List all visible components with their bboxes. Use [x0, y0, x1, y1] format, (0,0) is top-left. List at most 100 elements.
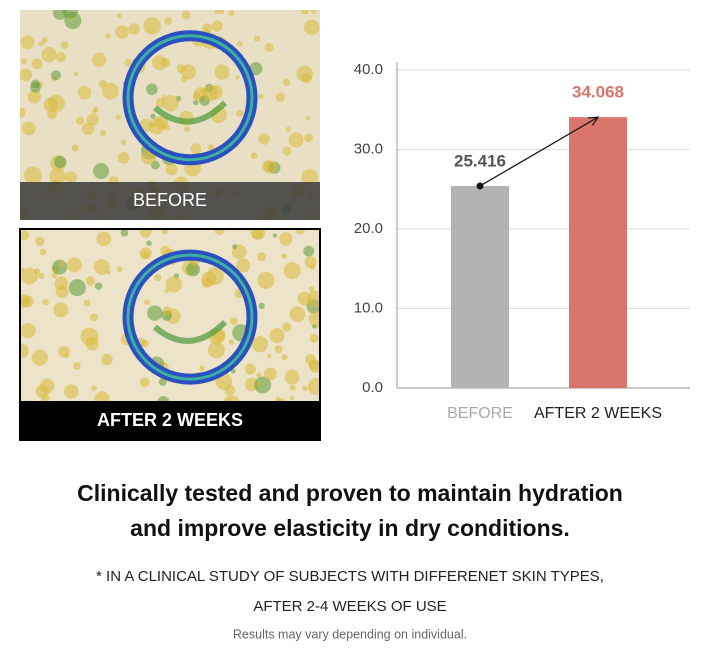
skin-spot: [244, 363, 256, 375]
skin-spot: [150, 113, 156, 119]
skin-spot: [65, 171, 78, 184]
bar: [569, 117, 627, 389]
skin-spot: [93, 259, 110, 275]
skin-spot: [52, 10, 68, 20]
caption-bar: [20, 182, 320, 220]
skin-spot: [38, 41, 44, 47]
skin-spot: [73, 362, 81, 370]
skin-spot: [305, 115, 311, 121]
skin-spot: [116, 266, 123, 273]
skin-spot: [228, 10, 235, 16]
skin-spot: [39, 248, 47, 256]
skin-spot: [230, 317, 238, 325]
skin-spot: [236, 40, 243, 47]
skin-spot: [165, 276, 182, 293]
skin-spot: [249, 61, 263, 76]
arrow: [479, 116, 599, 187]
skin-spot: [257, 252, 267, 262]
skin-spot: [230, 368, 236, 374]
skin-spot: [101, 353, 113, 366]
skin-spot: [27, 89, 42, 104]
ring: [126, 253, 254, 381]
after-caption: AFTER 2 WEEKS: [97, 410, 243, 430]
skin-spot: [20, 35, 35, 50]
skin-spot: [152, 55, 167, 71]
skin-spot: [51, 272, 58, 279]
skin-spot: [85, 276, 95, 286]
skin-spot: [41, 46, 57, 63]
skin-spot: [60, 41, 69, 50]
skin-spot: [151, 160, 160, 170]
headline: and improve elasticity in dry conditions…: [130, 515, 570, 541]
skin-spot: [164, 16, 173, 25]
skin-spot: [20, 343, 29, 359]
skin-spot: [207, 144, 215, 151]
skin-spot: [232, 244, 238, 249]
x-tick-label: AFTER 2 WEEKS: [534, 405, 662, 422]
skin-spot: [115, 25, 129, 39]
x-tick-label: BEFORE: [447, 405, 513, 422]
skin-spot: [143, 17, 161, 35]
skin-spot: [21, 267, 38, 285]
skin-spot: [250, 152, 258, 159]
skin-spot: [77, 85, 92, 100]
skin-spot: [147, 305, 163, 321]
skin-spot: [289, 395, 295, 401]
skin-spot: [256, 381, 262, 387]
skin-spot: [304, 133, 313, 143]
skin-spot: [80, 327, 99, 346]
skin-spot: [211, 20, 223, 32]
skin-spot: [115, 114, 121, 120]
disclaimer: Results may vary depending on individual…: [233, 627, 467, 641]
skin-spot: [301, 169, 319, 187]
skin-spot: [21, 121, 36, 136]
skin-spot: [207, 341, 225, 359]
skin-spot: [66, 257, 82, 273]
skin-spot: [264, 43, 274, 52]
skin-spot: [300, 10, 310, 15]
skin-spot: [162, 306, 172, 316]
skin-spot: [91, 108, 97, 114]
skin-spot: [279, 232, 293, 246]
skin-spot: [117, 151, 130, 164]
skin-spot: [304, 256, 317, 268]
skin-spot: [269, 327, 285, 344]
skin-spot: [42, 298, 49, 306]
skin-spot: [254, 35, 261, 42]
skin-spot: [307, 290, 320, 308]
skin-spot: [20, 68, 33, 82]
skin-spot: [308, 286, 315, 293]
skin-spot: [281, 354, 288, 361]
skin-spot: [99, 130, 106, 136]
before-caption: BEFORE: [133, 190, 207, 210]
value-label: 25.416: [454, 151, 506, 170]
skin-spot: [31, 58, 43, 70]
value-label: 34.068: [572, 83, 624, 102]
skin-spot: [24, 166, 42, 185]
skin-spot: [154, 115, 169, 130]
skin-spot: [31, 349, 48, 366]
skin-spot: [182, 10, 191, 20]
skin-spot: [55, 51, 66, 63]
skin-spot: [289, 384, 296, 391]
skin-spot: [202, 85, 218, 102]
skin-spot: [295, 229, 306, 235]
skin-spot: [141, 251, 150, 260]
bar: [451, 185, 509, 388]
skin-spot: [22, 297, 29, 304]
skin-spot: [124, 58, 132, 67]
chart: 0.0 10.0 20.0 30.0 40.0 25.416 BEFORE 34.068 AFT…: [354, 61, 690, 422]
skin-spot: [224, 385, 236, 396]
skin-spot: [289, 306, 306, 322]
skin-spot: [86, 113, 99, 126]
skin-spot: [71, 144, 79, 152]
skin-spot: [146, 240, 152, 246]
ring: [126, 34, 254, 162]
skin-spot: [81, 122, 95, 136]
skin-spot: [285, 126, 291, 132]
footnote: AFTER 2-4 WEEKS OF USE: [253, 598, 446, 615]
skin-spot: [156, 97, 166, 108]
skin-spot: [217, 10, 225, 15]
skin-spot: [256, 372, 262, 378]
skin-spot: [275, 396, 281, 402]
